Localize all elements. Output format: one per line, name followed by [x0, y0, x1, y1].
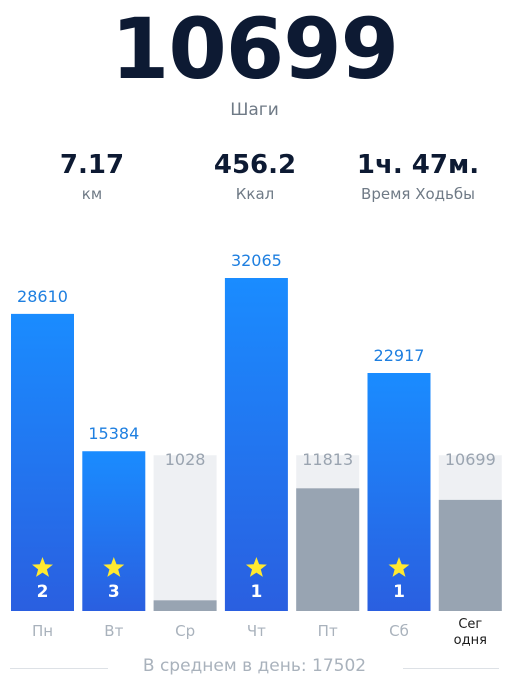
star-icon: [32, 557, 53, 577]
daily-average: В среднем в день: 17502: [142, 656, 367, 676]
average-divider-left: [10, 668, 108, 669]
bar-value-label: 22917: [374, 346, 425, 365]
steps-label: Шаги: [230, 100, 279, 120]
steps-count: 10699: [110, 0, 399, 98]
day-label: Сб: [389, 622, 409, 640]
bar-value-label: 10699: [445, 450, 496, 469]
day-label: Ср: [175, 622, 195, 640]
walk-time-value: 1ч. 47м.: [356, 150, 480, 180]
bar-value-label: 32065: [231, 251, 282, 270]
average-row: В среднем в день: 17502: [0, 656, 509, 678]
bar-value-label: 11813: [302, 450, 353, 469]
bar-value-label: 15384: [88, 424, 139, 443]
star-count: 1: [393, 582, 405, 602]
average-divider-right: [403, 668, 499, 669]
step-bar: [296, 488, 360, 611]
walk-time-label: Время Ходьбы: [361, 185, 475, 203]
bar-value-label: 28610: [17, 287, 68, 306]
step-bar: [224, 278, 288, 611]
day-label: Пт: [318, 622, 338, 640]
star-count: 1: [250, 582, 262, 602]
distance-stat: 7.17 км: [7, 148, 177, 203]
step-bar: [82, 451, 146, 611]
weekly-steps-chart: 28610 2 Пн 15384 3 Вт 1028 Ср 32065 1 Чт 11813 Пт 229…: [11, 251, 502, 648]
walk-time-stat: 1ч. 47м. Время Ходьбы: [333, 148, 503, 203]
star-icon: [103, 557, 125, 577]
star-count: 3: [108, 582, 120, 602]
day-label: Вт: [104, 622, 123, 640]
bar-value-label: 1028: [165, 450, 206, 469]
calories-unit: Ккал: [235, 185, 275, 203]
goal-track-bar: [153, 455, 217, 611]
day-label-today: Сег: [458, 617, 482, 632]
step-bar: [153, 600, 217, 611]
distance-value: 7.17: [59, 150, 125, 180]
calories-value: 456.2: [213, 150, 297, 180]
day-label-today: одня: [454, 633, 487, 648]
calories-stat: 456.2 Ккал: [170, 148, 340, 203]
day-label: Чт: [247, 622, 266, 640]
day-label: Пн: [32, 622, 53, 640]
star-count: 2: [37, 582, 49, 602]
star-icon: [245, 557, 267, 577]
step-bar: [367, 373, 431, 611]
star-icon: [388, 557, 410, 577]
distance-unit: км: [81, 185, 103, 203]
step-bar: [438, 499, 502, 611]
